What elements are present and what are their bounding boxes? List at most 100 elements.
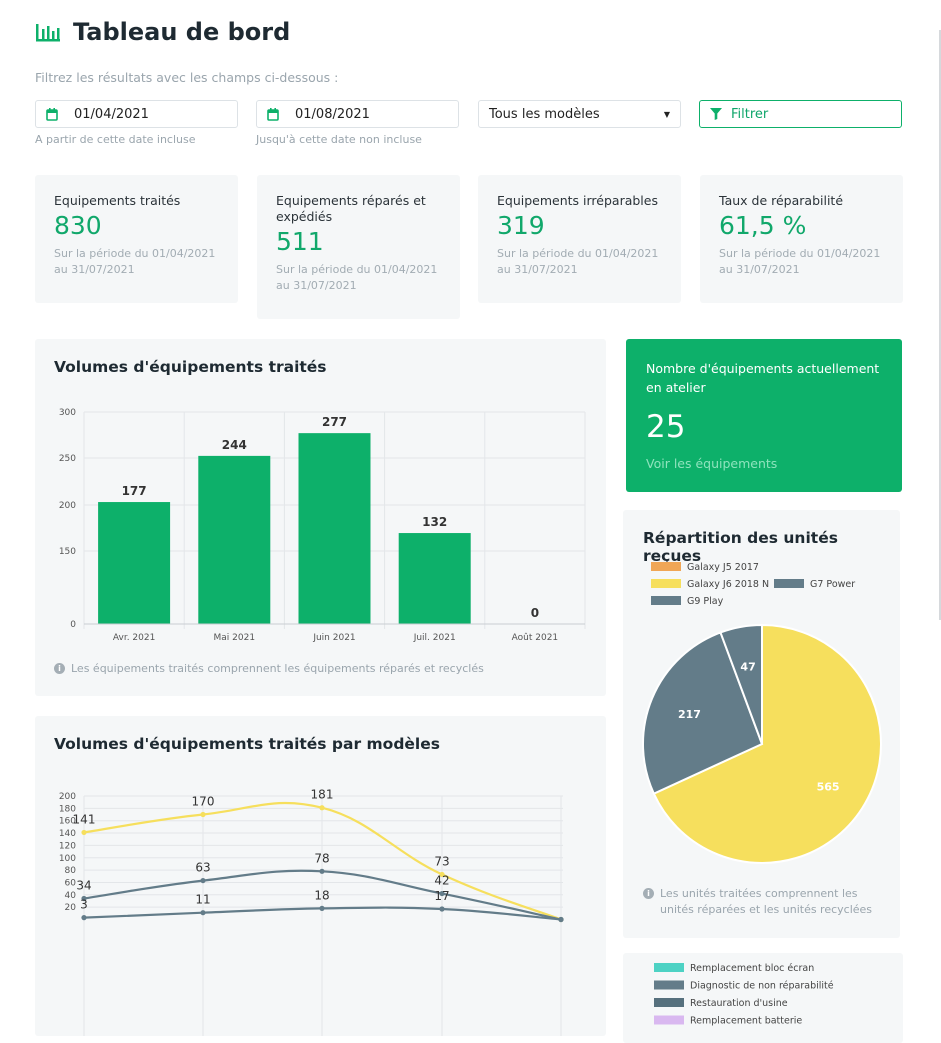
data-label: 141 — [73, 812, 96, 826]
workshop-count: 25 — [646, 409, 686, 445]
end-date-input[interactable]: 01/08/2021 — [256, 100, 459, 128]
x-tick-label: Mai 2021 — [214, 633, 256, 643]
data-point — [200, 910, 206, 916]
y-tick-label: 200 — [59, 501, 76, 511]
bar — [198, 455, 271, 624]
model-select[interactable]: Tous les modèles ▼ — [478, 100, 681, 128]
data-label: 11 — [195, 893, 210, 907]
x-tick-label: Juin 2021 — [312, 633, 355, 643]
volumes-panel: Volumes d'équipements traités 300 250 200 1… — [35, 339, 606, 696]
start-date-input[interactable]: 01/04/2021 — [35, 100, 238, 128]
data-point — [200, 811, 206, 818]
units-note-text: Les unités traitées comprennent les unit… — [660, 887, 873, 916]
bar-value-label: 244 — [222, 438, 247, 452]
kpi-value: 319 — [497, 211, 545, 240]
units-pie-chart: Galaxy J5 2017 Galaxy J6 2018 N G7 Power G9… — [642, 562, 882, 864]
data-label: 170 — [192, 795, 215, 809]
kpi-value: 511 — [276, 227, 324, 256]
bar-chart-icon — [36, 24, 60, 42]
y-tick-label: 0 — [70, 620, 76, 630]
kpi-label: Equipements traités — [54, 193, 181, 208]
data-label: 17 — [434, 889, 449, 903]
units-panel: Répartition des unités reçues Galaxy J5 … — [623, 510, 900, 938]
data-label: 63 — [195, 861, 210, 875]
data-point — [319, 905, 325, 911]
y-tick-label: 160 — [59, 817, 76, 827]
workshop-card: Nombre d'équipements actuellement en ate… — [626, 339, 902, 492]
model-select-value: Tous les modèles — [489, 106, 600, 122]
kpi-card-repaired: Equipements réparés et expédiés 511 Sur … — [257, 175, 460, 319]
legend-swatch — [654, 998, 684, 1007]
bar-value-label: 177 — [122, 484, 147, 498]
data-point — [439, 890, 445, 897]
page-title: Tableau de bord — [73, 18, 291, 46]
calendar-icon — [267, 107, 279, 121]
bar — [398, 533, 471, 624]
start-date-value: 01/04/2021 — [74, 106, 149, 122]
kpi-value: 61,5 % — [719, 211, 807, 240]
volumes-note-text: Les équipements traités comprennent les … — [71, 662, 484, 675]
data-label: 18 — [314, 888, 329, 902]
y-tick-label: 60 — [65, 878, 77, 888]
y-tick-label: 250 — [59, 454, 76, 464]
kpi-label: Equipements réparés et expédiés — [276, 193, 426, 224]
data-label: 78 — [314, 851, 329, 865]
kpi-label: Equipements irréparables — [497, 193, 658, 208]
data-label: 34 — [76, 879, 91, 893]
volumes-bar-chart: 300 250 200 150 0 177 Avr. 2021 244 Mai 2021 277 J… — [59, 408, 586, 643]
pie-slice — [719, 623, 763, 745]
bar — [98, 502, 171, 624]
y-tick-label: 200 — [59, 792, 76, 802]
legend-label: Remplacement bloc écran — [690, 963, 814, 974]
data-point — [200, 877, 206, 884]
legend-label: Diagnostic de non réparabilité — [690, 981, 834, 992]
repairs-panel: Remplacement bloc écran Diagnostic de non… — [623, 953, 903, 1043]
filter-button-label: Filtrer — [731, 106, 769, 122]
x-tick-label: Août 2021 — [512, 633, 559, 643]
legend-swatch — [651, 562, 681, 571]
view-equipments-link[interactable]: Voir les équipements — [646, 456, 778, 471]
repairs-legend: Remplacement bloc écran Diagnostic de non… — [654, 963, 834, 1027]
data-label: 3 — [80, 898, 88, 912]
data-point — [81, 829, 87, 836]
units-title: Répartition des unités reçues — [643, 529, 838, 565]
y-tick-label: 180 — [59, 804, 76, 814]
kpi-card-unrepairable: Equipements irréparables 319 Sur la péri… — [478, 175, 681, 303]
legend-swatch — [654, 980, 684, 990]
page-scrollbar[interactable] — [939, 30, 941, 620]
pie-slice — [642, 631, 764, 795]
bar-value-label: 0 — [531, 606, 539, 620]
y-tick-label: 120 — [59, 841, 76, 851]
kpi-period: Sur la période du 01/04/2021 au 31/07/20… — [719, 247, 881, 276]
kpi-card-processed: Equipements traités 830 Sur la période d… — [35, 175, 238, 303]
y-tick-label: 40 — [65, 891, 77, 901]
data-label: 73 — [434, 854, 449, 868]
pie-slice — [652, 623, 882, 864]
x-tick-label: Avr. 2021 — [113, 633, 155, 643]
y-tick-label: 150 — [59, 547, 76, 557]
data-point — [81, 895, 87, 902]
kpi-period: Sur la période du 01/04/2021 au 31/07/20… — [276, 263, 438, 292]
legend-label: Galaxy J6 2018 N — [687, 579, 769, 590]
kpi-card-repair-rate: Taux de réparabilité 61,5 % Sur la pério… — [700, 175, 903, 303]
page-header: Tableau de bord — [35, 18, 290, 46]
pie-slice-label: 217 — [678, 708, 701, 721]
data-point — [439, 871, 445, 878]
y-tick-label: 300 — [59, 408, 76, 418]
legend-label: G9 Play — [687, 596, 724, 607]
data-label: 181 — [311, 788, 334, 802]
caret-down-icon: ▼ — [663, 109, 670, 119]
volumes-title: Volumes d'équipements traités — [54, 358, 327, 376]
legend-swatch — [651, 596, 681, 605]
filter-button[interactable]: Filtrer — [699, 100, 902, 128]
data-point — [319, 868, 325, 874]
kpi-label: Taux de réparabilité — [719, 193, 844, 208]
legend-label: Galaxy J5 2017 — [687, 562, 759, 573]
legend-swatch — [774, 579, 804, 588]
legend-label: Restauration d'usine — [690, 998, 788, 1009]
legend-swatch — [654, 963, 684, 972]
info-icon: i — [54, 663, 65, 674]
volumes-note: i Les équipements traités comprennent le… — [54, 661, 484, 677]
y-tick-label: 80 — [65, 866, 77, 876]
units-note: i Les unités traitées comprennent les un… — [643, 886, 883, 918]
